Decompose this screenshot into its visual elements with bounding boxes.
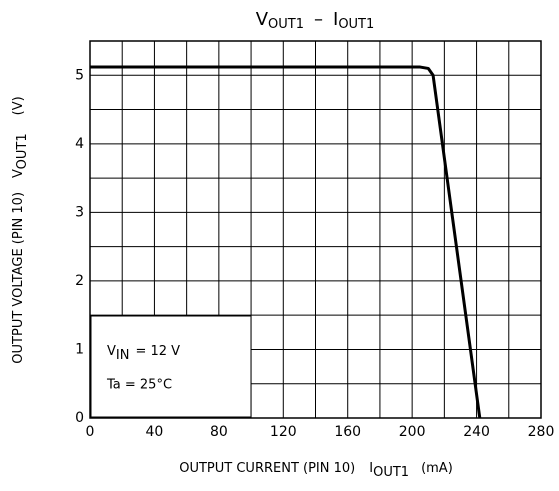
- title-part: V: [256, 9, 269, 30]
- x-tick-label: 40: [146, 424, 164, 440]
- label-part: (V): [11, 96, 26, 115]
- label-part: OUTPUT VOLTAGE (PIN 10): [11, 192, 26, 364]
- label-part: OUTPUT CURRENT (PIN 10): [179, 461, 355, 476]
- label-sub: OUT1: [15, 133, 30, 169]
- title-sub: OUT1: [268, 17, 304, 32]
- x-tick-label: 280: [528, 424, 555, 440]
- plot-frame: [89, 40, 542, 419]
- annotation: Ta = 25°C: [106, 378, 172, 393]
- annotation-box: [90, 315, 252, 418]
- label-sub: OUT1: [373, 465, 409, 480]
- x-tick-label: 240: [463, 424, 490, 440]
- annotation: VIN = 12 V: [107, 344, 180, 363]
- y-tick-label: 1: [75, 341, 84, 357]
- x-tick-label: 120: [270, 424, 297, 440]
- label-part: V: [11, 169, 26, 178]
- chart-title: VOUT1– IOUT1: [256, 9, 375, 32]
- annotation-part: V: [107, 344, 116, 359]
- annotation-part: = 12 V: [135, 344, 180, 359]
- y-tick-label: 2: [75, 273, 84, 289]
- title-part: I: [333, 9, 338, 30]
- x-tick-label: 160: [334, 424, 361, 440]
- y-tick-label: 5: [75, 67, 84, 83]
- title-part: –: [314, 9, 323, 30]
- x-axis-label: OUTPUT CURRENT (PIN 10) IOUT1 (mA): [179, 461, 453, 480]
- x-tick-label: 0: [86, 424, 95, 440]
- label-part: (mA): [421, 461, 453, 476]
- y-tick-label: 4: [75, 136, 84, 152]
- y-axis-label: OUTPUT VOLTAGE (PIN 10) VOUT1 (V): [11, 96, 30, 363]
- x-tick-label: 80: [210, 424, 228, 440]
- x-tick-label: 200: [399, 424, 426, 440]
- y-tick-label: 0: [75, 410, 84, 426]
- title-sub: OUT1: [338, 17, 374, 32]
- y-tick-label: 3: [75, 204, 84, 220]
- annotation-sub: IN: [116, 348, 130, 363]
- label-part: I: [369, 461, 373, 476]
- series-line: [90, 65, 482, 419]
